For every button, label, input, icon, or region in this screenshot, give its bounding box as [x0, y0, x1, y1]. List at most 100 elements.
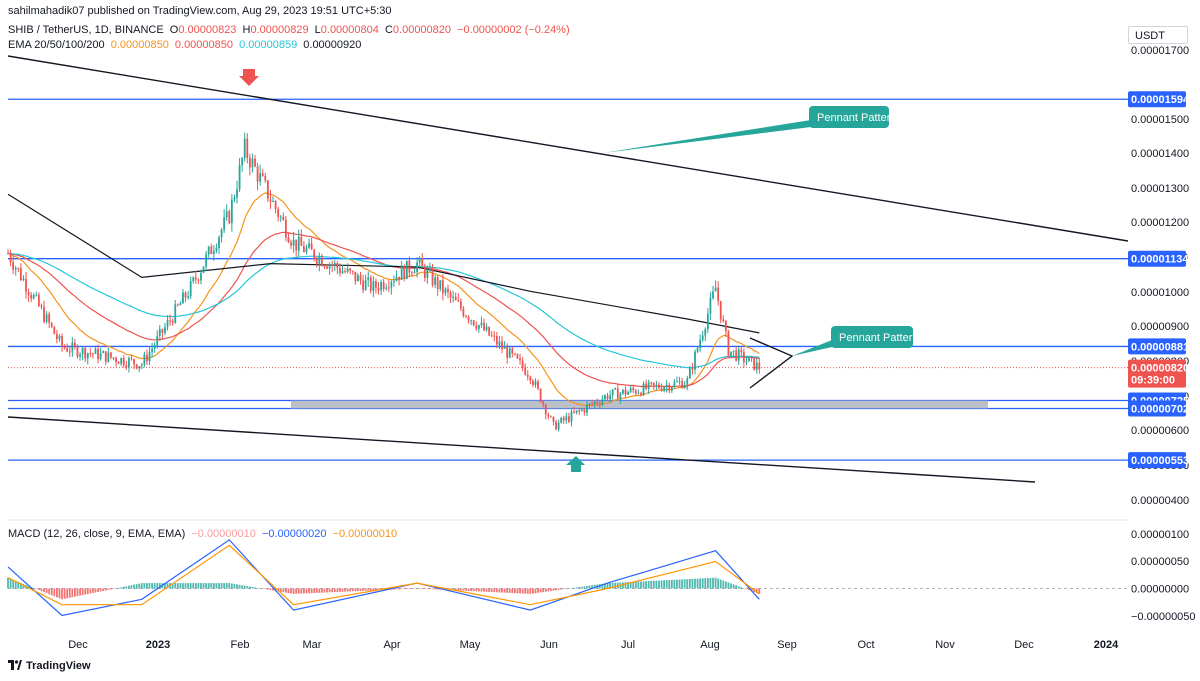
candle-body [369, 277, 372, 291]
candle-body [274, 201, 277, 210]
macd-hist-bar [722, 580, 725, 589]
macd-hist-bar [297, 588, 300, 594]
macd-hist-bar [300, 588, 303, 594]
candle-body [76, 346, 79, 357]
macd-hist-bar [7, 577, 9, 589]
candle-body [117, 362, 120, 364]
candle-body [472, 320, 475, 326]
candle-body [699, 339, 702, 348]
macd-hist-bar [400, 588, 403, 590]
candle-body [719, 300, 722, 320]
macd-hist-bar [732, 584, 735, 589]
macd-hist-bar [531, 588, 534, 594]
macd-hist-bar [701, 578, 704, 589]
macd-hist-bar [498, 588, 501, 593]
x-tick-label: May [460, 639, 481, 651]
x-tick-label: Mar [303, 639, 322, 651]
candle-body [53, 326, 56, 335]
x-tick-label: Dec [1014, 639, 1034, 651]
candle-body [310, 243, 313, 250]
candle-body [236, 189, 238, 198]
candle-body [418, 258, 421, 263]
candle-body [611, 389, 614, 396]
candle-body [130, 358, 133, 360]
macd-hist-bar [434, 588, 437, 590]
x-tick-label: Jul [621, 639, 635, 651]
macd-hist-bar [570, 588, 573, 589]
macd-hist-bar [640, 581, 642, 589]
macd-hist-bar [236, 584, 238, 589]
candle-body [650, 382, 653, 384]
candle-body [459, 301, 462, 309]
macd-hist-bar [699, 578, 702, 589]
macd-hist-bar [668, 580, 671, 589]
macd-hist-bar [423, 588, 426, 589]
candle-body [539, 388, 542, 402]
macd-hist-bar [99, 588, 102, 592]
candle-body [151, 348, 153, 353]
macd-hist-bar [43, 588, 45, 593]
macd-hist-bar [506, 588, 509, 593]
macd-hist-bar [578, 587, 581, 589]
macd-hist-bar [614, 582, 617, 589]
macd-hist-bar [470, 588, 473, 592]
candle-body [187, 296, 190, 298]
macd-hist-bar [92, 588, 94, 594]
macd-hist-bar [740, 587, 743, 589]
ema50-line [7, 231, 760, 388]
candle-body [395, 276, 398, 281]
candle-body [544, 404, 547, 415]
candle-body [485, 326, 488, 331]
candle-body [447, 288, 449, 293]
candle-body [102, 351, 105, 354]
macd-hist-bar [436, 588, 439, 590]
macd-hist-bar [688, 578, 691, 589]
candle-body [740, 349, 743, 353]
macd-hist-bar [421, 588, 424, 589]
y-tick-label: 0.00000600 [1131, 425, 1189, 437]
macd-hist-bar [552, 588, 555, 591]
candle-body [43, 306, 45, 322]
macd-hist-bar [282, 588, 285, 593]
candle-body [333, 263, 336, 266]
candle-body [169, 320, 171, 322]
candle-body [730, 351, 732, 357]
candle-body [40, 305, 43, 307]
last-price-label: 0.00000820 [1131, 363, 1189, 375]
level-tag [1128, 400, 1186, 417]
candle-body [676, 381, 678, 383]
candle-body [429, 268, 431, 270]
ema100-value: 0.00000859 [239, 39, 298, 51]
currency-selector[interactable]: USDT [1128, 26, 1188, 44]
macd-hist-bar [148, 583, 151, 589]
candle-body [568, 416, 570, 422]
candle-body [493, 335, 496, 337]
candle-body [362, 280, 364, 291]
y-tick-label: 0.00000400 [1131, 495, 1189, 507]
level-tag-label: 0.00001134 [1131, 254, 1189, 266]
candle-body [465, 315, 467, 317]
macd-hist-bar [310, 588, 313, 594]
candle-body [454, 296, 457, 301]
macd-hist-bar [755, 588, 758, 593]
candle-body [238, 164, 241, 190]
macd-hist-bar [604, 583, 606, 589]
macd-hist-bar [272, 588, 274, 591]
x-tick-label: Aug [700, 639, 720, 651]
macd-hist-bar [194, 583, 197, 589]
y-tick-label: 0.00001700 [1131, 45, 1189, 57]
macd-hist-bar [357, 588, 359, 592]
level-tag [1128, 250, 1186, 267]
macd-hist-bar [745, 588, 748, 590]
candle-body [462, 308, 465, 316]
macd-hist-bar [681, 579, 684, 589]
candle-body [688, 368, 691, 379]
macd-hist-bar [670, 579, 673, 589]
candle-body [513, 353, 516, 355]
macd-hist-bar [568, 588, 570, 589]
macd-hist-bar [71, 588, 74, 598]
candle-body [254, 158, 256, 167]
candle-body [300, 236, 303, 246]
candle-body [107, 352, 110, 362]
candle-body [220, 229, 223, 238]
